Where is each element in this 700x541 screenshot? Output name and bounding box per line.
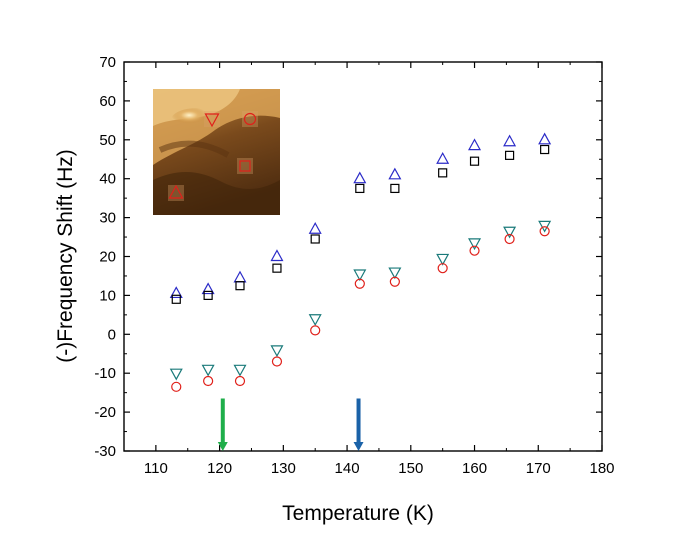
data-point-circle (354, 278, 365, 289)
x-tick-labels: 110 120 130 140 150 160 170 180 (144, 460, 615, 477)
data-point-square (272, 263, 282, 273)
data-point-triangle-down (468, 238, 482, 251)
y-tick-label: 60 (99, 93, 116, 110)
data-point-square (203, 290, 213, 300)
data-point-triangle-up (468, 138, 482, 151)
data-point-triangle-up (270, 249, 284, 262)
data-point-square (355, 183, 365, 194)
data-point-triangle-down (308, 314, 322, 326)
data-point-circle (469, 245, 480, 256)
x-tick-label: 110 (144, 460, 168, 477)
data-point-triangle-up (308, 222, 322, 234)
x-tick-label: 150 (398, 460, 423, 477)
x-tick-label: 160 (462, 460, 487, 477)
data-point-circle (171, 381, 182, 392)
data-point-circle (234, 375, 246, 387)
data-point-triangle-down (169, 368, 183, 381)
y-tick-label: 70 (99, 54, 116, 71)
x-tick-label: 170 (526, 460, 551, 477)
data-point-triangle-down (503, 226, 517, 239)
data-point-square (235, 281, 245, 291)
data-point-circle (203, 375, 214, 387)
data-point-circle (389, 276, 400, 287)
arrow-head (353, 442, 364, 451)
data-point-circle (437, 263, 448, 274)
data-point-triangle-down (436, 253, 450, 266)
y-tick-label: 0 (108, 326, 116, 343)
data-point-square (438, 168, 448, 178)
x-tick-label: 120 (207, 460, 232, 477)
data-point-square (390, 183, 400, 194)
data-point-triangle-up (353, 171, 367, 184)
y-tick-label: 20 (99, 249, 116, 266)
y-tick-label: 10 (99, 287, 116, 304)
y-tick-label: -20 (94, 404, 116, 421)
inset-marker-box (237, 158, 253, 174)
y-axis-title: (-)Frequency Shift (Hz) (54, 149, 77, 363)
x-axis-title: Temperature (K) (282, 502, 434, 525)
y-tick-label: 50 (99, 132, 116, 149)
data-point-triangle-down (388, 267, 402, 280)
x-tick-label: 180 (589, 460, 614, 477)
data-point-square (310, 234, 320, 244)
inset-marker-box (204, 111, 220, 127)
data-point-circle (271, 356, 283, 367)
data-point-square (540, 144, 550, 155)
data-point-square (469, 156, 480, 166)
data-point-triangle-down (538, 220, 552, 233)
data-point-triangle-down (201, 364, 215, 377)
data-point-triangle-up (436, 152, 450, 164)
data-point-triangle-down (270, 345, 284, 358)
data-point-square (504, 150, 515, 160)
inset-afm-image (153, 89, 280, 215)
y-tick-label: 40 (99, 171, 116, 188)
data-point-triangle-up (388, 167, 402, 180)
data-point-triangle-down (353, 269, 367, 282)
data-point-circle (310, 325, 321, 336)
data-point-triangle-up (538, 132, 552, 145)
temperature-arrows (217, 398, 364, 451)
inset-marker-circle (243, 112, 257, 126)
y-tick-labels: -30 -20 -10 0 10 20 30 40 50 60 70 (94, 54, 116, 460)
axis-ticks (124, 61, 603, 452)
data-point-circle (539, 226, 550, 237)
x-tick-label: 140 (335, 460, 360, 477)
data-point-triangle-up (169, 286, 183, 299)
inset-marker-box (168, 185, 184, 201)
x-tick-label: 130 (271, 460, 296, 477)
data-series (169, 132, 552, 392)
inset-marker-square (239, 160, 251, 172)
inset-marker-triangle-up (168, 184, 184, 199)
data-point-triangle-up (503, 134, 517, 147)
data-point-triangle-up (201, 282, 215, 295)
inset-marker-triangle-down (204, 113, 220, 128)
data-point-circle (504, 233, 515, 245)
data-point-triangle-up (233, 270, 247, 283)
data-point-square (171, 294, 181, 304)
arrow-head (217, 442, 228, 451)
data-point-triangle-down (233, 364, 247, 377)
y-tick-label: 30 (99, 210, 116, 227)
y-tick-label: -30 (94, 443, 116, 460)
inset-markers (168, 111, 258, 201)
y-tick-label: -10 (94, 365, 116, 382)
